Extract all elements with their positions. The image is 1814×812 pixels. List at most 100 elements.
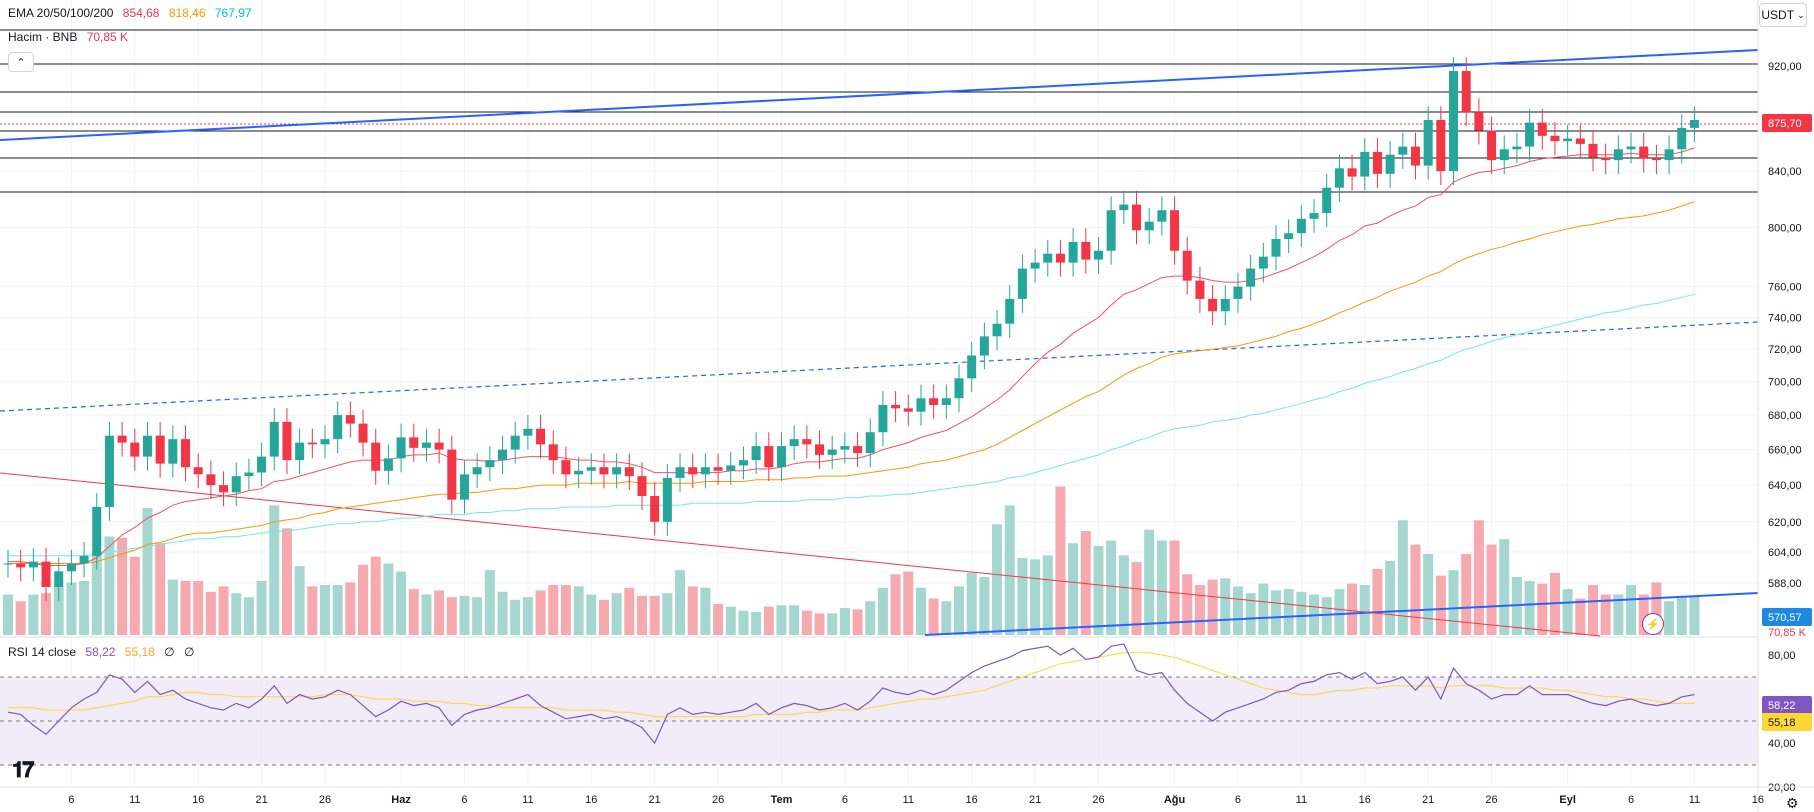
time-tick-label: 11: [1689, 794, 1700, 806]
candle-body: [1499, 149, 1509, 161]
candle-body: [459, 474, 469, 500]
candle-body: [142, 435, 152, 457]
volume-bar: [814, 613, 825, 635]
volume-bar: [573, 586, 584, 635]
price-tick-label: 740,00: [1768, 312, 1802, 324]
volume-bar: [484, 570, 495, 635]
volume-bar: [1638, 594, 1649, 635]
tradingview-logo-icon[interactable]: 𝟏𝟕: [12, 758, 35, 783]
volume-bar: [687, 586, 698, 635]
candle-body: [1246, 268, 1256, 287]
volume-bar: [459, 595, 470, 635]
currency-selector[interactable]: USDT ⌄: [1759, 3, 1807, 27]
price-tick-label: 840,00: [1768, 166, 1802, 178]
candle-body: [1677, 127, 1687, 150]
candle-body: [1563, 138, 1573, 142]
volume-bar: [332, 585, 343, 635]
volume-bar: [1334, 589, 1345, 635]
time-tick-label: 6: [1235, 794, 1241, 806]
volume-bar: [763, 606, 774, 635]
volume-bar: [598, 599, 609, 635]
time-tick-label: 26: [1485, 794, 1497, 806]
candle-body: [104, 435, 114, 507]
settings-gear-icon[interactable]: ⚙: [1786, 795, 1799, 811]
candle-body: [1043, 253, 1053, 263]
candle-body: [371, 442, 381, 471]
candle-body: [764, 446, 774, 468]
ema50-value: 818,46: [168, 6, 206, 20]
candle-body: [1436, 119, 1446, 172]
candle-body: [320, 439, 330, 445]
price-tick-label: 680,00: [1768, 410, 1802, 422]
candle-body: [586, 467, 596, 471]
rsi-legend-extra1: ∅: [164, 645, 175, 659]
volume-bar: [345, 582, 356, 635]
volume-legend-label: Hacim · BNB: [8, 30, 78, 44]
volume-bar: [1524, 581, 1535, 635]
candle-body: [751, 446, 761, 461]
volume-bar: [776, 605, 787, 635]
volume-bar: [510, 599, 521, 635]
rsi-ma-line: [8, 652, 1695, 718]
volume-bar: [1410, 544, 1421, 635]
candle-body: [1208, 298, 1218, 312]
volume-bar: [522, 597, 533, 635]
time-tick-label: Tem: [771, 794, 793, 806]
volume-bar: [1562, 589, 1573, 635]
last-price-badge-bg: [1762, 114, 1812, 132]
collapse-legend-button[interactable]: ⌃: [8, 52, 34, 72]
candle-body: [1651, 158, 1661, 161]
candle-body: [700, 467, 710, 475]
volume-bar: [725, 606, 736, 635]
candle-body: [41, 561, 51, 587]
volume-bar: [903, 571, 914, 635]
volume-bar: [1372, 568, 1383, 635]
volume-bar: [1283, 589, 1294, 635]
candle-body: [1347, 168, 1357, 177]
ema100-value: 767,97: [214, 6, 252, 20]
volume-axis-badge: 570,57: [1768, 612, 1802, 624]
time-tick-label: 6: [1628, 794, 1634, 806]
candle-body: [282, 421, 292, 461]
candle-body: [853, 446, 863, 454]
volume-bar: [992, 524, 1003, 635]
candle-body: [1309, 213, 1319, 219]
price-tick-label: 760,00: [1768, 282, 1802, 294]
volume-bar: [396, 571, 407, 635]
candle-body: [28, 561, 38, 568]
volume-bar: [142, 508, 153, 635]
rsi-band: [0, 677, 1758, 765]
volume-bar: [1626, 585, 1637, 635]
volume-bar: [383, 563, 394, 635]
volume-bar: [1169, 540, 1180, 635]
volume-bar: [1664, 601, 1675, 635]
volume-bar: [180, 581, 191, 635]
volume-bar: [1017, 558, 1028, 635]
candle-body: [1410, 146, 1420, 166]
volume-bar: [1118, 555, 1129, 635]
rsi-tick-label: 80,00: [1768, 650, 1796, 662]
volume-bar: [1423, 554, 1434, 635]
candle-body: [181, 439, 191, 468]
volume-bar: [1321, 597, 1332, 635]
time-tick-label: 16: [585, 794, 597, 806]
volume-bar: [1676, 595, 1687, 635]
candle-body: [257, 456, 267, 473]
rsi-last-badge: 58,22: [1768, 700, 1796, 712]
candle-body: [815, 444, 825, 455]
candle-body: [92, 506, 102, 556]
volume-bar: [738, 610, 749, 635]
time-tick-label: 16: [966, 794, 978, 806]
volume-bar: [1245, 593, 1256, 635]
volume-bar: [1131, 562, 1142, 635]
flash-icon[interactable]: ⚡: [1642, 613, 1664, 635]
candle-body: [1626, 146, 1636, 150]
candle-body: [396, 437, 406, 459]
candle-body: [561, 460, 571, 475]
candle-body: [358, 423, 368, 443]
price-tick-label: 604,00: [1768, 547, 1802, 559]
volume-bar: [1182, 574, 1193, 635]
volume-bar: [637, 595, 647, 635]
volume-bar: [155, 543, 166, 635]
